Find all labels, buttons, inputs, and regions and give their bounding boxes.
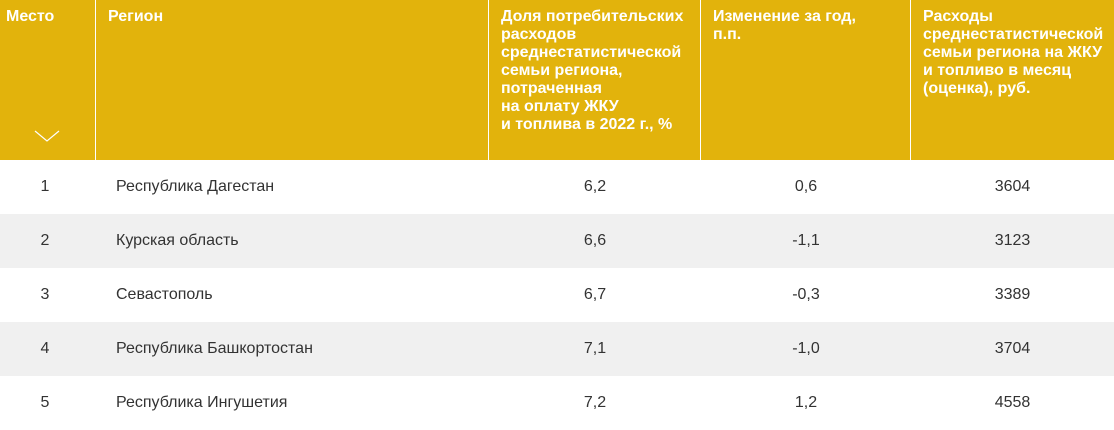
cell-region: Республика Ингушетия	[116, 394, 288, 411]
table-row: 1 Республика Дагестан 6,2 0,6 3604	[0, 160, 1114, 214]
table-row: 4 Республика Башкортостан 7,1 -1,0 3704	[0, 322, 1114, 376]
column-header-place[interactable]: Место	[0, 0, 96, 160]
column-header-spending[interactable]: Расходы среднестатистической семьи регио…	[911, 0, 1114, 160]
cell-spending: 3389	[994, 286, 1031, 303]
column-header-spending-label: Расходы среднестатистической семьи регио…	[923, 8, 1104, 97]
table-row: 3 Севастополь 6,7 -0,3 3389	[0, 268, 1114, 322]
table-row: 2 Курская область 6,6 -1,1 3123	[0, 214, 1114, 268]
cell-place: 3	[40, 286, 50, 303]
cell-region: Республика Башкортостан	[116, 340, 313, 357]
cell-spending: 3123	[994, 232, 1031, 249]
cell-share: 6,6	[583, 232, 607, 249]
cell-region: Севастополь	[116, 286, 213, 303]
cell-region: Республика Дагестан	[116, 178, 275, 195]
cell-spending: 3604	[994, 178, 1031, 195]
column-header-change-label: Изменение за год, п.п.	[713, 8, 856, 43]
column-header-region[interactable]: Регион	[96, 0, 489, 160]
cell-share: 6,7	[583, 286, 607, 303]
cell-share: 7,2	[583, 394, 607, 411]
cell-place: 4	[40, 340, 50, 357]
cell-change: -1,1	[792, 232, 820, 249]
column-header-share-label: Доля потребительских расходов среднестат…	[501, 8, 684, 133]
chevron-down-icon[interactable]	[34, 130, 60, 142]
column-header-place-label: Место	[6, 8, 55, 25]
cell-region: Курская область	[116, 232, 239, 249]
column-header-region-label: Регион	[108, 8, 164, 25]
cell-spending: 3704	[994, 340, 1031, 357]
cell-share: 6,2	[583, 178, 607, 195]
table-row: 5 Республика Ингушетия 7,2 1,2 4558	[0, 376, 1114, 430]
cell-place: 1	[40, 178, 50, 195]
column-header-share[interactable]: Доля потребительских расходов среднестат…	[489, 0, 701, 160]
table-header: Место Регион Доля потребительских расход…	[0, 0, 1114, 160]
cell-share: 7,1	[583, 340, 607, 357]
cell-place: 5	[40, 394, 50, 411]
cell-place: 2	[40, 232, 50, 249]
column-header-change[interactable]: Изменение за год, п.п.	[701, 0, 911, 160]
cell-change: 0,6	[794, 178, 818, 195]
cell-change: 1,2	[794, 394, 818, 411]
cell-spending: 4558	[994, 394, 1031, 411]
cell-change: -0,3	[792, 286, 820, 303]
cell-change: -1,0	[792, 340, 820, 357]
